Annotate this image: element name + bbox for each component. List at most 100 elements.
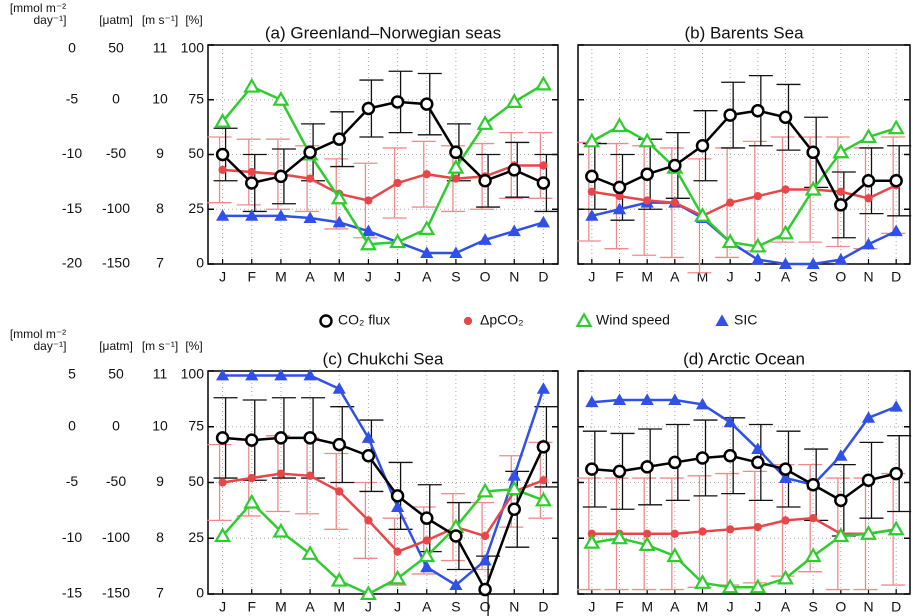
x-tick-label: N [509, 269, 519, 285]
marker [359, 235, 377, 251]
series-line [222, 164, 544, 202]
y-tick-label: 0 [112, 417, 120, 433]
marker [806, 145, 820, 160]
marker [276, 469, 286, 478]
marker [698, 527, 707, 536]
series-line [221, 487, 544, 596]
x-tick-label: A [670, 269, 680, 285]
marker [777, 224, 794, 240]
x-tick-label: N [863, 599, 873, 615]
marker [694, 574, 711, 589]
x-tick-label: J [588, 269, 595, 285]
y-tick-label: -50 [106, 473, 126, 489]
y-tick-label: 7 [156, 255, 164, 271]
marker [420, 511, 434, 525]
marker [695, 138, 710, 153]
marker [695, 397, 710, 410]
x-tick-label: O [835, 599, 846, 615]
axis-label: [m s⁻¹] [142, 13, 178, 27]
marker [449, 145, 463, 160]
marker [751, 455, 765, 470]
marker [390, 489, 405, 503]
marker [751, 103, 765, 118]
x-tick-label: J [394, 269, 401, 285]
marker [860, 524, 877, 540]
x-tick-label: M [641, 599, 653, 615]
y-tick-label: 8 [156, 529, 164, 545]
y-tick-label: -5 [66, 473, 79, 489]
marker [305, 174, 315, 183]
marker [247, 473, 256, 483]
x-tick-label: J [754, 269, 761, 285]
y-tick-label: 8 [156, 200, 164, 216]
axis-label: [μatm] [99, 13, 133, 27]
marker [749, 237, 767, 253]
marker [749, 578, 767, 594]
legend-label: Wind speed [596, 312, 670, 328]
series-line [591, 124, 897, 248]
y-tick-label: 100 [181, 40, 205, 56]
x-tick-label: F [615, 269, 624, 285]
marker [539, 476, 548, 485]
marker [751, 442, 765, 454]
marker [507, 224, 521, 237]
marker [715, 314, 729, 326]
marker [612, 464, 627, 479]
marker [539, 161, 548, 170]
marker [781, 185, 790, 194]
marker [214, 527, 232, 543]
x-tick-label: J [727, 269, 734, 285]
marker [505, 93, 523, 108]
x-tick-label: M [275, 599, 287, 615]
marker [420, 560, 434, 573]
marker [751, 253, 765, 265]
marker [536, 215, 551, 228]
marker [889, 466, 903, 481]
marker [536, 176, 551, 190]
marker [889, 224, 903, 237]
marker [361, 101, 376, 116]
y-tick-label: -5 [66, 90, 79, 106]
series-line [222, 472, 544, 554]
marker [449, 529, 463, 543]
marker [753, 191, 762, 201]
marker [215, 431, 230, 445]
marker [753, 522, 762, 532]
marker [583, 533, 601, 549]
x-tick-label: J [754, 599, 761, 615]
marker [612, 202, 627, 215]
legend-item: CO₂ flux [338, 312, 390, 328]
marker [359, 585, 377, 601]
marker [587, 529, 596, 538]
panel-title: (c) Chukchi Sea [323, 349, 444, 368]
marker [476, 482, 494, 498]
marker [726, 198, 735, 207]
axis-label: [%] [185, 13, 202, 27]
marker [480, 531, 490, 541]
marker [778, 257, 793, 269]
x-tick-label: S [451, 599, 460, 615]
marker [364, 196, 373, 205]
x-tick-label: J [219, 599, 226, 615]
marker [303, 368, 317, 381]
marker [476, 115, 494, 130]
marker [332, 132, 346, 146]
marker [695, 451, 710, 465]
marker [245, 368, 259, 381]
marker [585, 209, 599, 221]
marker [364, 516, 373, 525]
x-tick-label: S [808, 269, 817, 285]
marker [478, 553, 492, 566]
marker [726, 525, 735, 534]
marker [332, 215, 346, 228]
y-tick-label: 0 [68, 417, 76, 433]
marker [834, 493, 848, 508]
marker [643, 196, 652, 205]
marker [889, 400, 903, 412]
marker [507, 502, 521, 517]
marker [507, 163, 521, 177]
marker [668, 455, 682, 470]
marker [640, 167, 654, 181]
x-tick-label: O [835, 269, 846, 285]
marker [332, 382, 346, 394]
